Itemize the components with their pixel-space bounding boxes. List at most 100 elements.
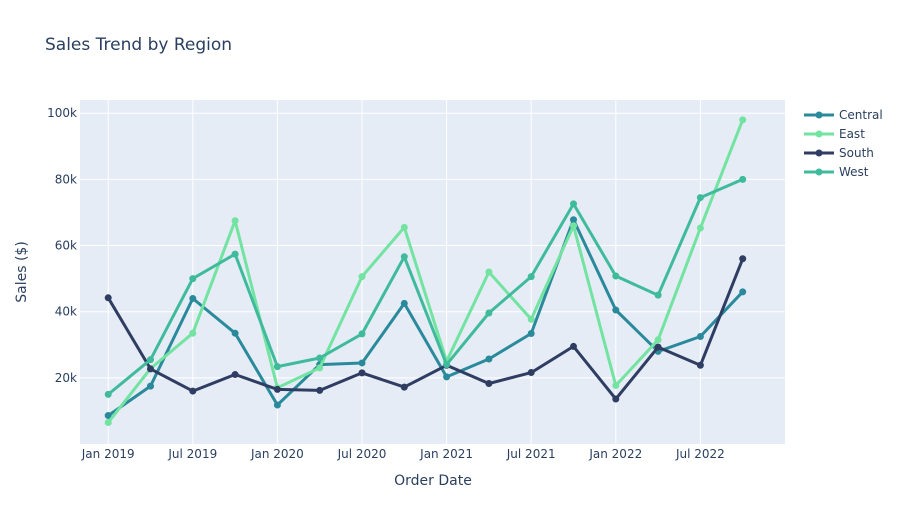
- data-point-east[interactable]: [400, 223, 408, 231]
- data-point-south[interactable]: [104, 294, 112, 302]
- series-lines: [104, 116, 747, 426]
- data-point-central[interactable]: [400, 299, 408, 307]
- data-point-west[interactable]: [147, 356, 154, 364]
- data-point-west[interactable]: [612, 272, 620, 280]
- series-west: [104, 175, 747, 398]
- legend-item-east[interactable]: East: [804, 127, 865, 141]
- chart-title: Sales Trend by Region: [45, 35, 232, 55]
- x-tick-label: Jul 2019: [167, 447, 217, 461]
- series-line-central: [107, 218, 744, 417]
- data-point-west[interactable]: [696, 194, 704, 202]
- data-point-west[interactable]: [485, 309, 493, 317]
- data-point-central[interactable]: [443, 373, 451, 381]
- data-point-central[interactable]: [612, 306, 620, 314]
- series-line-east: [107, 119, 745, 424]
- y-tick-label: 100k: [47, 106, 77, 120]
- data-point-west[interactable]: [739, 175, 747, 183]
- data-point-central[interactable]: [485, 355, 493, 363]
- data-point-west[interactable]: [527, 273, 535, 281]
- legend-swatch-marker: [815, 111, 823, 119]
- data-point-south[interactable]: [739, 255, 747, 263]
- x-tick-label: Jul 2022: [675, 447, 725, 461]
- data-point-east[interactable]: [189, 329, 197, 337]
- data-point-east[interactable]: [696, 224, 704, 232]
- data-point-south[interactable]: [654, 343, 662, 351]
- data-point-south[interactable]: [527, 369, 535, 377]
- data-point-south[interactable]: [231, 371, 239, 379]
- data-point-south[interactable]: [358, 369, 366, 377]
- data-point-west[interactable]: [443, 361, 451, 369]
- data-point-east[interactable]: [739, 116, 747, 124]
- data-point-south[interactable]: [273, 385, 281, 393]
- series-central: [104, 216, 747, 420]
- data-point-east[interactable]: [612, 381, 620, 389]
- data-point-west[interactable]: [273, 363, 281, 371]
- data-point-west[interactable]: [231, 250, 239, 258]
- legend-swatch-marker: [815, 149, 823, 157]
- legend-item-west[interactable]: West: [804, 165, 869, 179]
- data-point-east[interactable]: [570, 222, 577, 230]
- data-point-west[interactable]: [570, 200, 577, 208]
- data-point-south[interactable]: [147, 365, 154, 373]
- data-point-south[interactable]: [189, 387, 197, 395]
- legend-swatch-marker: [815, 168, 823, 176]
- data-point-east[interactable]: [485, 268, 493, 276]
- legend-swatch-marker: [815, 130, 823, 138]
- legend-item-south[interactable]: South: [804, 146, 874, 160]
- data-point-south[interactable]: [612, 395, 620, 403]
- y-tick-label: 60k: [55, 239, 77, 253]
- data-point-east[interactable]: [527, 315, 535, 323]
- x-tick-label: Jul 2020: [337, 447, 387, 461]
- series-line-south: [106, 258, 745, 401]
- data-point-central[interactable]: [358, 359, 366, 367]
- data-point-south[interactable]: [316, 386, 324, 394]
- x-axis-label: Order Date: [394, 473, 472, 489]
- data-point-west[interactable]: [400, 253, 408, 261]
- data-point-central[interactable]: [696, 333, 704, 340]
- data-point-east[interactable]: [358, 273, 366, 281]
- data-point-west[interactable]: [189, 275, 197, 283]
- x-tick-label: Jul 2021: [506, 447, 556, 461]
- data-point-south[interactable]: [570, 342, 577, 350]
- data-point-central[interactable]: [189, 294, 197, 302]
- data-point-central[interactable]: [273, 401, 281, 409]
- data-point-central[interactable]: [231, 329, 239, 337]
- data-point-central[interactable]: [527, 330, 535, 338]
- data-point-central[interactable]: [147, 382, 154, 390]
- data-point-west[interactable]: [654, 291, 662, 299]
- data-point-west[interactable]: [104, 390, 112, 398]
- x-tick-label: Jan 2022: [588, 447, 642, 461]
- legend[interactable]: Central East South West: [804, 108, 883, 179]
- data-point-south[interactable]: [696, 361, 704, 369]
- legend-item-central[interactable]: Central: [804, 108, 883, 122]
- data-point-west[interactable]: [316, 354, 324, 362]
- legend-label: South: [839, 146, 874, 160]
- data-point-east[interactable]: [231, 217, 239, 225]
- data-point-central[interactable]: [104, 412, 112, 420]
- data-point-central[interactable]: [570, 216, 577, 224]
- plot-area: [80, 100, 785, 444]
- data-point-east[interactable]: [316, 364, 324, 372]
- x-tick-label: Jan 2019: [81, 447, 135, 461]
- x-tick-label: Jan 2020: [250, 447, 304, 461]
- data-point-central[interactable]: [739, 288, 747, 296]
- legend-label: Central: [839, 108, 883, 122]
- x-axis-ticks: Jan 2019 Jul 2019 Jan 2020 Jul 2020 Jan 2021…: [81, 447, 725, 461]
- y-axis-label: Sales ($): [14, 241, 30, 303]
- y-tick-label: 80k: [55, 172, 77, 186]
- data-point-east[interactable]: [654, 336, 662, 344]
- y-axis-ticks: 20k 40k 60k 80k 100k: [47, 106, 77, 385]
- data-point-south[interactable]: [400, 383, 408, 391]
- series-south: [104, 255, 747, 403]
- legend-label: West: [839, 165, 869, 179]
- legend-label: East: [839, 127, 865, 141]
- x-tick-label: Jan 2021: [419, 447, 473, 461]
- y-tick-label: 20k: [55, 371, 77, 385]
- series-line-west: [107, 178, 744, 396]
- data-point-west[interactable]: [358, 330, 366, 338]
- data-point-east[interactable]: [104, 419, 112, 426]
- data-point-south[interactable]: [485, 379, 493, 387]
- y-tick-label: 40k: [55, 305, 77, 319]
